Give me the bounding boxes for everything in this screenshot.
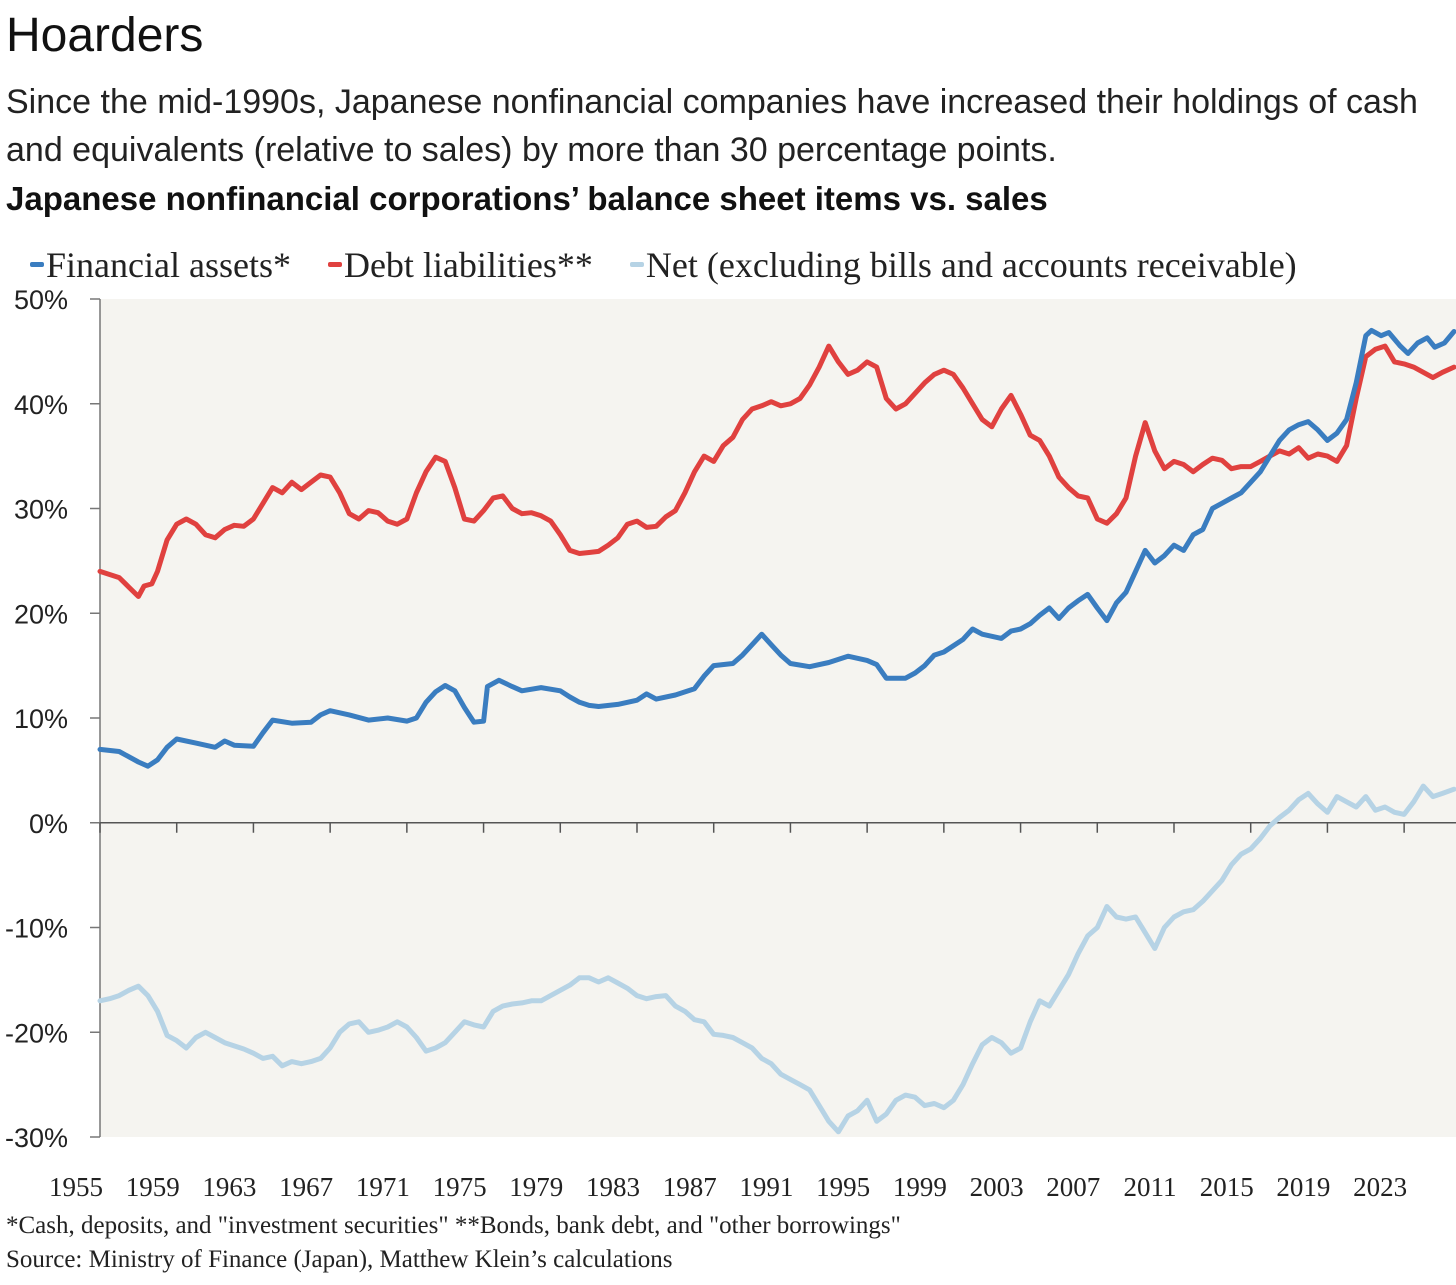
x-tick-label: 1983 [586, 1172, 640, 1202]
x-tick-label: 1959 [126, 1172, 180, 1202]
plot-area [100, 299, 1456, 1137]
y-tick-label: -10% [5, 914, 68, 944]
chart-heading: Japanese nonfinancial corporations’ bala… [6, 180, 1048, 217]
series-line-debt-liabilities [97, 343, 1456, 599]
chart-subtitle: Since the mid-1990s, Japanese nonfinanci… [6, 83, 1418, 169]
x-tick-label: 1955 [49, 1172, 103, 1202]
y-tick-label: 40% [14, 390, 68, 420]
chart-title: Hoarders [6, 9, 204, 62]
x-tick-label: 1995 [816, 1172, 870, 1202]
x-tick-label: 2007 [1046, 1172, 1100, 1202]
legend-item-debt-liabilities: Debt liabilities** [327, 244, 593, 286]
x-tick-label: 1979 [509, 1172, 563, 1202]
y-tick-label: 50% [14, 285, 68, 315]
y-tick-label: 30% [14, 495, 68, 525]
y-tick-label: 20% [14, 599, 68, 629]
source-note: Source: Ministry of Finance (Japan), Mat… [6, 1246, 673, 1273]
legend-item-net: Net (excluding bills and accounts receiv… [629, 244, 1297, 286]
x-tick-label: 1999 [893, 1172, 947, 1202]
legend: Financial assets* Debt liabilities** Net… [30, 234, 1325, 286]
y-tick-label: -30% [5, 1123, 68, 1153]
x-tick-label: 1971 [356, 1172, 410, 1202]
y-tick-label: -20% [5, 1018, 68, 1048]
x-tick-label: 1987 [663, 1172, 717, 1202]
legend-swatch-net [629, 262, 644, 267]
legend-item-financial-assets: Financial assets* [30, 244, 291, 286]
x-tick-label: 2011 [1123, 1172, 1176, 1202]
y-tick-label: 10% [14, 704, 68, 734]
legend-label-net: Net (excluding bills and accounts receiv… [645, 244, 1297, 285]
legend-label-debt-liabilities: Debt liabilities** [343, 244, 593, 285]
series-lines [97, 327, 1456, 1135]
x-tick-label: 1991 [739, 1172, 793, 1202]
x-tick-label: 2023 [1353, 1172, 1407, 1202]
legend-label-financial-assets: Financial assets* [46, 244, 291, 285]
series-line-net-excluding-bills-and-accounts-receivable [97, 783, 1456, 1135]
y-tick-label: 0% [29, 809, 68, 839]
legend-swatch-debt-liabilities [327, 262, 342, 267]
x-tick-label: 1975 [433, 1172, 487, 1202]
x-tick-label: 2019 [1276, 1172, 1330, 1202]
x-tick-label: 2015 [1200, 1172, 1254, 1202]
x-tick-label: 1963 [202, 1172, 256, 1202]
axis-ticks: 50% 40% 30% 20% 10% 0% -10% -20% -30% 1955 1959 196… [5, 285, 1456, 1202]
legend-swatch-financial-assets [30, 262, 44, 267]
footnote: *Cash, deposits, and "investment securit… [6, 1212, 901, 1239]
x-tick-label: 2003 [970, 1172, 1024, 1202]
x-tick-label: 1967 [279, 1172, 333, 1202]
series-line-financial-assets [97, 327, 1456, 769]
